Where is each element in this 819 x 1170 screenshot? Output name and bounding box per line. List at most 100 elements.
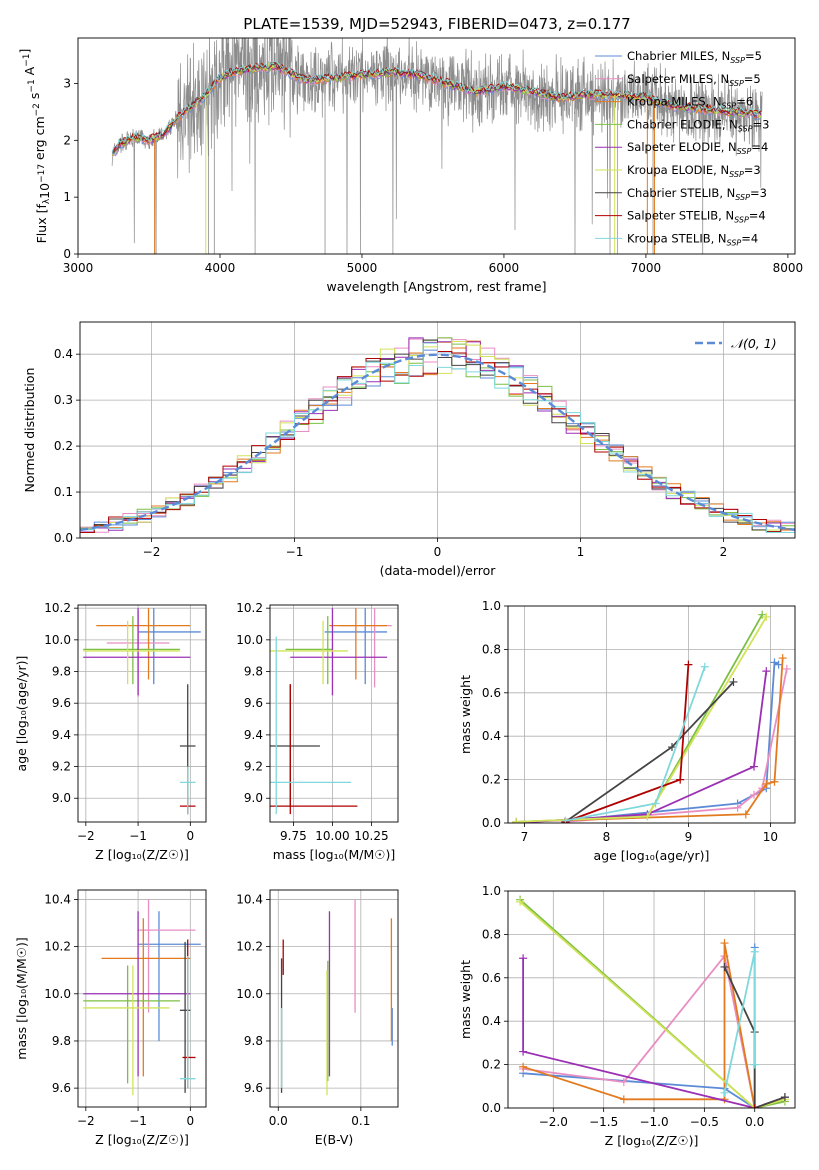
y-tick-label: 0.4 [482, 1014, 501, 1028]
model-line-kroupa_stelib [111, 60, 762, 153]
figure-title: PLATE=1539, MJD=52943, FIBERID=0473, z=0… [243, 15, 630, 33]
marker-kroupa_stelib [720, 1088, 729, 1097]
x-tick-label: 1 [577, 545, 585, 559]
y-tick-label: 0.2 [482, 1058, 501, 1072]
y-tick-label: 9.8 [52, 665, 71, 679]
x-tick-label: 4000 [205, 261, 236, 275]
marker-chabrier_stelib [729, 677, 738, 686]
y-tick-label: 10.2 [236, 601, 263, 615]
line-kroupa_miles [522, 942, 756, 1108]
y-tick-label: 0.6 [482, 686, 501, 700]
y-tick-label: 9.4 [52, 728, 71, 742]
y-tick-label: 10.0 [236, 633, 263, 647]
x-tick-label: −1 [286, 545, 304, 559]
marker-salpeter_stelib [684, 660, 693, 669]
legend-entry-kroupa_miles: Kroupa MILES, NSSP=6 [627, 95, 753, 111]
y-tick-label: 2 [63, 133, 71, 147]
marker-salpeter_elodie [519, 1047, 528, 1056]
x-tick-label: 2 [720, 545, 728, 559]
legend-entry-salpeter_stelib: Salpeter STELIB, NSSP=4 [627, 209, 766, 225]
x-tick-label: 0.1 [351, 1114, 370, 1128]
marker-kroupa_miles [770, 777, 779, 786]
marker-kroupa_miles [519, 1062, 528, 1071]
marker-salpeter_elodie [519, 954, 528, 963]
y-tick-label: 10.2 [44, 601, 71, 615]
x-axis-label: E(B-V) [315, 1132, 354, 1147]
line-salpeter_stelib [565, 664, 690, 823]
y-tick-label: 10.4 [44, 892, 71, 906]
x-tick-label: 7000 [631, 261, 662, 275]
y-tick-label: 1.0 [482, 884, 501, 898]
legend-entry-kroupa_stelib: Kroupa STELIB, NSSP=4 [627, 231, 758, 247]
age_vs_Z-panel: −2 −1 0 9.0 9.2 9.4 9.6 9.8 10.0 10.2 Z [log₁₀(Z/Z… [14, 601, 207, 862]
y-tick-label: 1.0 [482, 599, 501, 613]
x-axis-label: Z [log₁₀(Z/Z☉)] [95, 847, 189, 862]
marker-kroupa_miles [720, 939, 729, 948]
y-axis-label: mass weight [458, 675, 473, 754]
y-tick-label: 9.6 [52, 696, 71, 710]
x-tick-label: 9 [685, 830, 693, 844]
residuals-plot-area [80, 322, 795, 538]
y-tick-label: 9.8 [244, 665, 263, 679]
x-tick-label: 0 [434, 545, 442, 559]
age_vs_mass-panel: 9.75 10.00 10.25 9.0 9.2 9.4 9.6 9.8 10.0 10.2 mas… [236, 601, 399, 862]
x-tick-label: −2.0 [539, 1115, 568, 1129]
x-tick-label: −2 [143, 545, 161, 559]
marker-kroupa_stelib [750, 947, 759, 956]
line-kroupa_elodie [516, 616, 768, 823]
y-tick-label: 9.4 [244, 728, 263, 742]
x-tick-label: −1 [129, 829, 147, 843]
marker-salpeter_elodie [750, 762, 758, 771]
y-tick-label: 9.2 [244, 760, 263, 774]
y-tick-label: 0.6 [482, 971, 501, 985]
y-tick-label: 10.0 [236, 987, 263, 1001]
marker-chabrier_miles [774, 660, 783, 669]
marker-kroupa_miles [741, 810, 750, 819]
marker-salpeter_miles [619, 1077, 628, 1086]
age_vs_mass-plot-area [270, 605, 398, 822]
line-kroupa_miles [516, 658, 784, 823]
y-tick-label: 10.2 [44, 940, 71, 954]
massweight_vs_Z-panel: −2.0 −1.5 −1.0 −0.5 0.0 0.0 0.2 0.4 0.6 0.8 1.0 Z [… [458, 884, 796, 1148]
marker-kroupa_miles [778, 654, 787, 663]
age_vs_mass-frame [269, 604, 399, 823]
spectrum-plot-area [111, 38, 763, 254]
line-chabrier_stelib [564, 681, 735, 823]
y-tick-label: 9.8 [52, 1034, 71, 1048]
x-tick-label: 5000 [347, 261, 378, 275]
x-tick-label: 0.0 [745, 1115, 764, 1129]
age_vs_Z-frame [77, 604, 207, 823]
marker-kroupa_elodie [643, 812, 652, 821]
marker-kroupa_stelib [700, 662, 709, 671]
y-axis-label: mass weight [458, 960, 473, 1039]
marker-salpeter_miles [733, 803, 742, 812]
x-tick-label: 9.75 [280, 829, 307, 843]
x-tick-label: −2 [77, 1114, 95, 1128]
y-tick-label: 9.6 [244, 1081, 263, 1095]
y-tick-label: 9.0 [244, 791, 263, 805]
y-tick-label: 0.4 [482, 729, 501, 743]
mass_vs_ebv-frame [269, 889, 399, 1108]
y-tick-label: 9.8 [244, 1034, 263, 1048]
y-tick-label: 0.0 [54, 531, 73, 545]
histogram-kroupa_stelib [80, 342, 795, 538]
marker-salpeter_miles [782, 664, 791, 673]
x-tick-label: −1.0 [639, 1115, 668, 1129]
marker-chabrier_stelib [668, 743, 676, 752]
x-axis-label: age [log₁₀(age/yr)] [594, 848, 710, 863]
marker-kroupa_stelib [561, 816, 570, 823]
age_vs_Z-plot-area [78, 605, 206, 822]
marker-kroupa_elodie [512, 817, 521, 823]
massweight_vs_Z-frame [507, 890, 796, 1109]
y-tick-label: 9.0 [52, 791, 71, 805]
y-axis-label: Normed distribution [22, 368, 37, 493]
marker-kroupa_stelib [651, 799, 660, 808]
legend-entry-salpeter_elodie: Salpeter ELODIE, NSSP=4 [627, 140, 768, 156]
line-salpeter_elodie [516, 670, 768, 823]
y-axis-label: mass [log₁₀(M/M☉)] [14, 937, 29, 1059]
marker-chabrier_stelib [720, 962, 729, 971]
line-chabrier_miles [565, 660, 780, 822]
marker-salpeter_stelib [676, 775, 685, 784]
x-axis-label: (data-model)/error [380, 563, 497, 578]
